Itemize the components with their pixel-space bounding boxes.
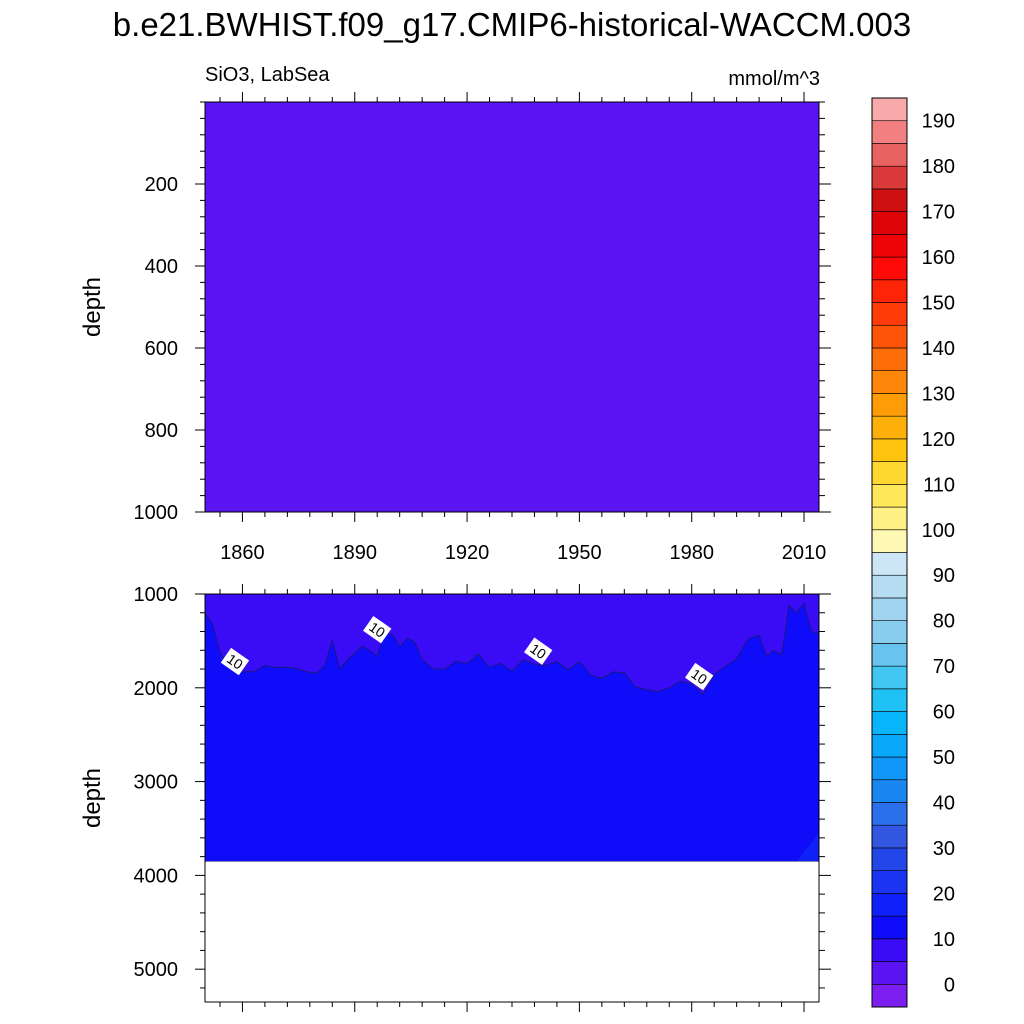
contour-label: 10 xyxy=(524,637,553,665)
colorbar-box xyxy=(871,370,908,394)
colorbar-box xyxy=(871,733,908,758)
colorbar-box xyxy=(871,893,908,917)
contour-label-box xyxy=(220,647,250,676)
colorbar-tick-label: 60 xyxy=(933,702,955,724)
contour-line-10 xyxy=(205,602,819,696)
colorbar-tick-label: 0 xyxy=(944,974,955,996)
colorbar-tick-label: 120 xyxy=(922,429,955,451)
colorbar-box xyxy=(871,665,908,690)
colorbar-box xyxy=(871,324,908,349)
colorbar-box xyxy=(871,711,908,735)
colorbar-box xyxy=(871,165,908,190)
y-tick-label: 600 xyxy=(145,338,178,360)
colorbar-box xyxy=(871,234,908,258)
colorbar-box xyxy=(871,506,908,531)
colorbar-box xyxy=(871,983,908,1008)
colorbar-tick-label: 40 xyxy=(933,792,955,814)
colorbar-tick-label: 190 xyxy=(922,111,955,133)
contour-label: 10 xyxy=(220,647,250,676)
colorbar-box xyxy=(871,756,908,781)
colorbar-box xyxy=(871,279,908,303)
colorbar-box xyxy=(871,574,908,599)
chart-title: b.e21.BWHIST.f09_g17.CMIP6-historical-WA… xyxy=(112,6,912,43)
colorbar-box xyxy=(871,97,908,122)
colorbar-tick-label: 170 xyxy=(922,202,955,224)
y-axis-label: depth xyxy=(79,768,106,828)
colorbar-box xyxy=(871,847,908,871)
contour-label-box xyxy=(685,662,714,691)
colorbar-box xyxy=(871,211,908,235)
colorbar-tick-label: 110 xyxy=(923,474,955,496)
units-label: mmol/m^3 xyxy=(728,68,820,90)
colorbar-box xyxy=(871,824,908,849)
colorbar-box xyxy=(871,915,908,940)
colorbar-tick-label: 140 xyxy=(922,338,955,360)
y-tick-label: 1000 xyxy=(134,502,179,524)
colorbar-tick-label: 150 xyxy=(922,293,955,315)
colorbar-box xyxy=(871,870,908,894)
lower-fill-group xyxy=(205,594,819,862)
colorbar: 0 10 20 30 40 50 60 70 80 90 100 110 120 130 140 150 160… xyxy=(871,97,955,1008)
colorbar-box xyxy=(871,529,908,553)
lower-wedge-fill xyxy=(796,833,819,862)
colorbar-box xyxy=(871,461,908,485)
colorbar-frame xyxy=(871,97,908,1008)
colorbar-tick-label: 30 xyxy=(933,838,955,860)
colorbar-box xyxy=(871,347,908,372)
contour-label-box xyxy=(524,637,553,665)
colorbar-box xyxy=(871,597,908,621)
colorbar-box xyxy=(871,938,908,962)
x-tick-label: 1890 xyxy=(333,542,378,564)
lower-panel: 10 10 10 10 1000 2000 3000 4000 5000 depth xyxy=(79,584,831,1012)
y-tick-label: 400 xyxy=(145,256,178,278)
y-tick-label: 200 xyxy=(145,174,178,196)
contour-label-box xyxy=(363,615,392,644)
colorbar-box xyxy=(871,779,908,803)
x-tick-label: 1860 xyxy=(220,542,265,564)
colorbar-box xyxy=(871,643,908,667)
upper-panel: 1860 1890 1920 1950 1980 2010 200 400 600 800 1000… xyxy=(79,92,831,564)
colorbar-box xyxy=(871,620,908,644)
colorbar-box xyxy=(871,688,908,712)
colorbar-box xyxy=(871,302,908,326)
y-tick-label: 4000 xyxy=(134,865,179,887)
colorbar-tick-label: 10 xyxy=(933,929,955,951)
y-tick-label: 800 xyxy=(145,420,178,442)
x-tick-label: 1920 xyxy=(445,542,490,564)
colorbar-box xyxy=(871,256,908,281)
colorbar-box xyxy=(871,552,908,576)
colorbar-tick-label: 160 xyxy=(922,247,955,269)
y-tick-label: 3000 xyxy=(134,772,179,794)
colorbar-box xyxy=(871,802,908,826)
contour-label: 10 xyxy=(685,662,714,691)
colorbar-box xyxy=(871,120,908,144)
contour-label: 10 xyxy=(363,615,392,644)
upper-fill-region xyxy=(205,102,819,512)
colorbar-box xyxy=(871,415,908,440)
colorbar-box xyxy=(871,143,908,167)
colorbar-tick-label: 100 xyxy=(922,520,955,542)
colorbar-box xyxy=(871,188,908,212)
y-tick-label: 1000 xyxy=(134,584,179,606)
y-tick-label: 5000 xyxy=(134,959,179,981)
colorbar-box xyxy=(871,484,908,508)
colorbar-tick-label: 180 xyxy=(922,156,955,178)
variable-region-label: SiO3, LabSea xyxy=(205,64,330,86)
colorbar-tick-label: 20 xyxy=(933,883,955,905)
y-axis-label: depth xyxy=(79,277,106,337)
colorbar-box xyxy=(871,438,908,462)
x-tick-label: 1950 xyxy=(557,542,602,564)
colorbar-tick-label: 90 xyxy=(933,565,955,587)
colorbar-tick-label: 50 xyxy=(933,747,955,769)
y-tick-label: 2000 xyxy=(134,678,179,700)
colorbar-tick-label: 80 xyxy=(933,611,955,633)
x-tick-label: 2010 xyxy=(782,542,827,564)
colorbar-tick-label: 130 xyxy=(922,383,955,405)
colorbar-box xyxy=(871,393,908,417)
lower-shallow-fill xyxy=(205,594,819,695)
colorbar-box xyxy=(871,961,908,985)
x-tick-label: 1980 xyxy=(669,542,714,564)
colorbar-tick-label: 70 xyxy=(933,656,955,678)
